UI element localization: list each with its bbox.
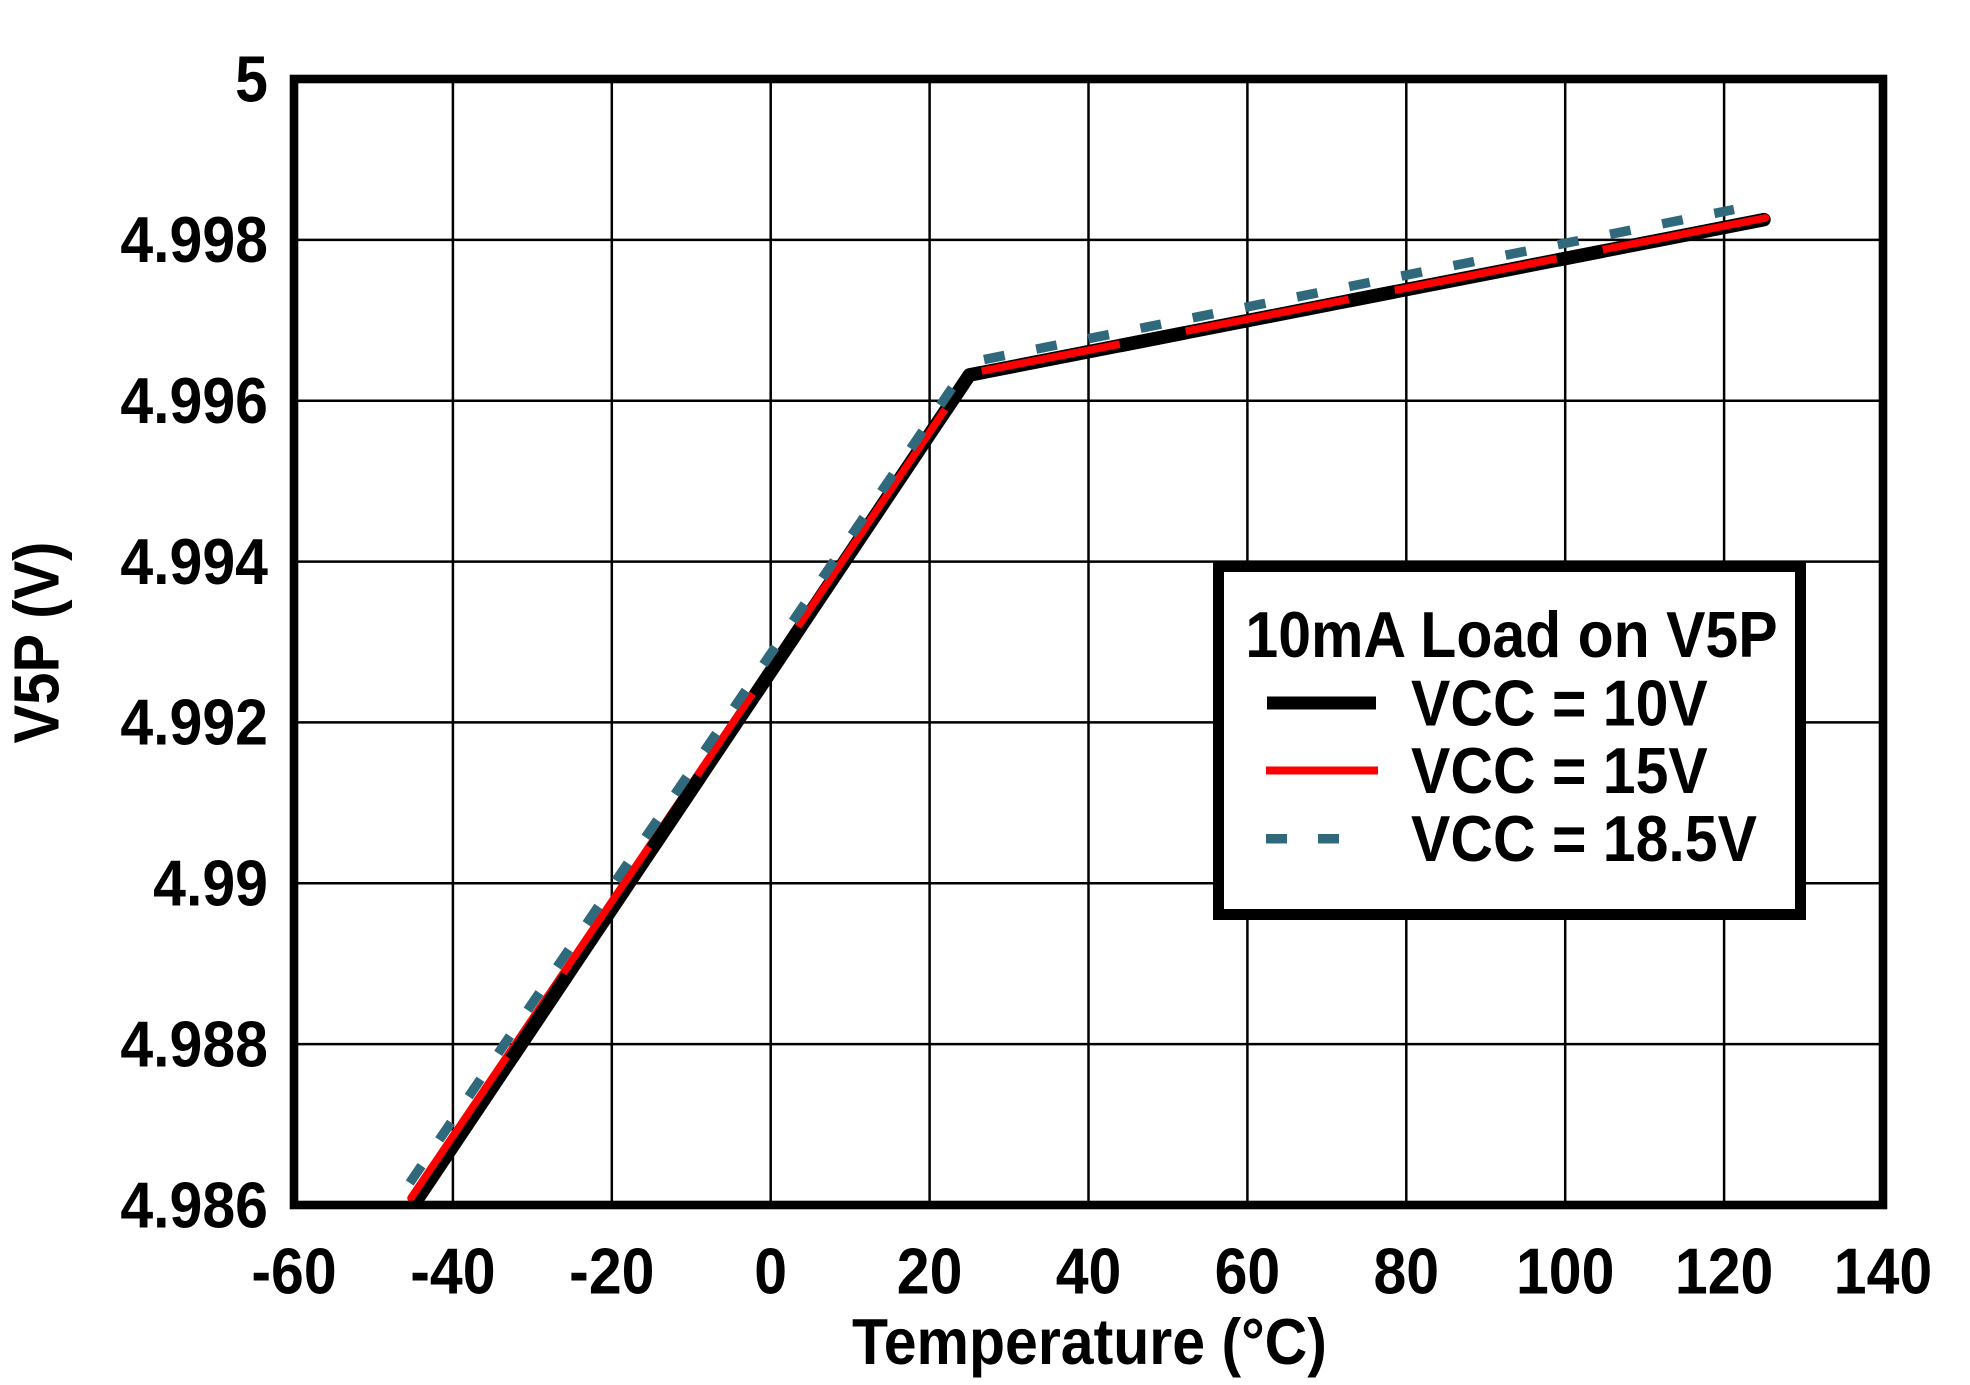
svg-text:4.986: 4.986 — [120, 1170, 268, 1242]
svg-text:4.99: 4.99 — [153, 848, 268, 920]
svg-text:-20: -20 — [569, 1236, 654, 1308]
svg-text:5: 5 — [235, 44, 268, 116]
svg-text:120: 120 — [1675, 1236, 1773, 1308]
svg-text:Temperature (°C): Temperature (°C) — [852, 1306, 1327, 1378]
svg-text:4.992: 4.992 — [120, 687, 268, 759]
svg-text:80: 80 — [1373, 1236, 1439, 1308]
svg-text:VCC = 10V: VCC = 10V — [1411, 668, 1708, 740]
svg-text:-40: -40 — [410, 1236, 495, 1308]
svg-text:V5P (V): V5P (V) — [1, 542, 72, 744]
svg-text:VCC = 15V: VCC = 15V — [1411, 735, 1708, 807]
svg-text:10mA Load on V5P: 10mA Load on V5P — [1245, 599, 1777, 671]
svg-text:0: 0 — [754, 1236, 787, 1308]
svg-text:40: 40 — [1056, 1236, 1122, 1308]
svg-text:-60: -60 — [251, 1236, 336, 1308]
svg-text:140: 140 — [1834, 1236, 1932, 1308]
svg-text:4.996: 4.996 — [120, 365, 268, 437]
svg-text:4.988: 4.988 — [120, 1009, 268, 1081]
svg-text:4.998: 4.998 — [120, 205, 268, 277]
svg-text:100: 100 — [1516, 1236, 1614, 1308]
svg-text:4.994: 4.994 — [120, 526, 268, 598]
svg-text:VCC = 18.5V: VCC = 18.5V — [1411, 803, 1757, 875]
svg-text:60: 60 — [1215, 1236, 1281, 1308]
svg-text:20: 20 — [897, 1236, 963, 1308]
